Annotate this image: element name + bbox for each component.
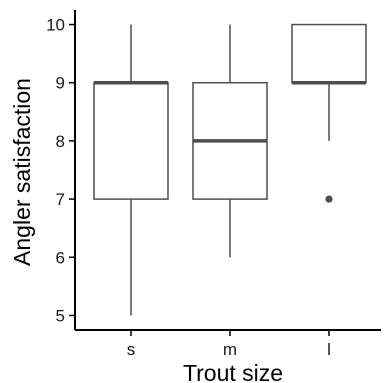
y-tick-label: 6	[56, 248, 65, 267]
box-iqr	[291, 23, 367, 84]
y-axis-title: Angler satisfaction	[9, 78, 35, 266]
y-tick-label: 10	[46, 16, 65, 35]
y-tick-label: 7	[56, 190, 65, 209]
box-l	[291, 23, 367, 203]
y-tick-label: 8	[56, 132, 65, 151]
boxes-layer	[93, 23, 367, 316]
x-tick-label: s	[127, 340, 136, 359]
x-axis-title: Trout size	[183, 360, 283, 383]
box-iqr	[93, 81, 169, 200]
x-tick-label: l	[327, 340, 331, 359]
box-s	[93, 24, 169, 316]
x-tick-label: m	[223, 340, 237, 359]
y-axis-ticks: 5 6 7 8 9 10	[46, 16, 75, 325]
outlier-point	[325, 195, 333, 203]
y-tick-label: 5	[56, 306, 65, 325]
y-tick-label: 9	[56, 74, 65, 93]
box-m	[192, 24, 268, 258]
